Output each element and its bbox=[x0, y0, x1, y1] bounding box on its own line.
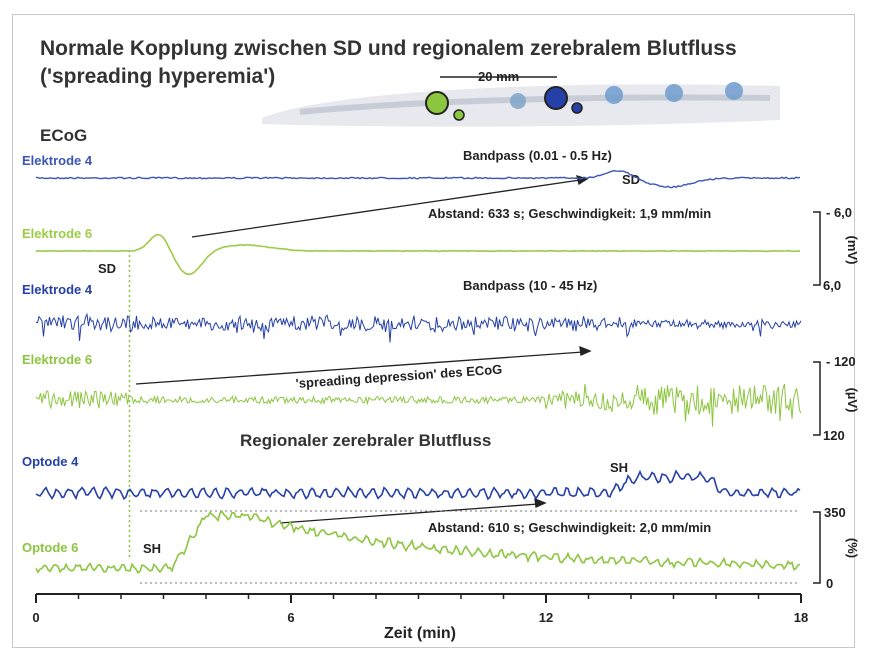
chart-subtitle: ('spreading hyperemia') bbox=[40, 65, 275, 88]
electrode-4-marker bbox=[544, 86, 568, 110]
x-tick-label: 18 bbox=[794, 610, 808, 625]
figure-frame bbox=[12, 14, 855, 648]
trace-label: Elektrode 6 bbox=[22, 352, 92, 367]
scale-bars bbox=[813, 211, 821, 584]
unit-label: (µV) bbox=[845, 388, 860, 413]
propagation-arrow bbox=[279, 503, 539, 524]
scale-bottom-label: 6,0 bbox=[823, 278, 841, 293]
filter-label: Bandpass (0.01 - 0.5 Hz) bbox=[463, 148, 612, 163]
arrowhead bbox=[534, 497, 547, 508]
annotation-text: Abstand: 610 s; Geschwindigkeit: 2,0 mm/… bbox=[428, 520, 711, 535]
trace-label: Optode 4 bbox=[22, 454, 79, 469]
scale-top-label: - 6,0 bbox=[826, 205, 852, 220]
filter-label: Bandpass (10 - 45 Hz) bbox=[463, 278, 597, 293]
ecog-header: ECoG bbox=[40, 126, 87, 145]
electrode-6-marker bbox=[425, 91, 449, 115]
scale-top-label: 350 bbox=[824, 505, 846, 520]
arrowhead bbox=[579, 345, 592, 356]
contact-icon bbox=[665, 84, 683, 102]
x-tick-label: 0 bbox=[32, 610, 39, 625]
trace-electrode-6-slow bbox=[35, 233, 801, 276]
trace-electrode-6-fast bbox=[35, 383, 802, 427]
annotation-text: Abstand: 633 s; Geschwindigkeit: 1,9 mm/… bbox=[428, 206, 711, 221]
event-label: SD bbox=[622, 172, 640, 187]
trace-label: Elektrode 4 bbox=[22, 282, 93, 297]
annotation-text: 'spreading depression' des ECoG bbox=[295, 362, 503, 391]
x-axis: 0 6 12 18 bbox=[32, 593, 808, 625]
scale-top-label: - 120 bbox=[826, 354, 856, 369]
section-title: Regionaler zerebraler Blutfluss bbox=[240, 431, 491, 450]
event-label: SH bbox=[610, 460, 628, 475]
trace-optode-6 bbox=[35, 510, 801, 574]
contact-icon bbox=[605, 86, 623, 104]
cortex-electrode-strip: 20 mm bbox=[262, 69, 780, 127]
unit-label: (%) bbox=[845, 538, 860, 558]
chart-title: Normale Kopplung zwischen SD und regiona… bbox=[40, 37, 737, 60]
x-axis-label: Zeit (min) bbox=[384, 625, 456, 642]
trace-label: Elektrode 4 bbox=[22, 153, 93, 168]
event-label: SH bbox=[143, 541, 161, 556]
scale-bar-label: 20 mm bbox=[478, 69, 519, 84]
x-tick-label: 6 bbox=[287, 610, 294, 625]
scale-bottom-label: 0 bbox=[826, 576, 833, 591]
propagation-arrow bbox=[191, 179, 581, 238]
optode-6-marker bbox=[453, 109, 465, 121]
propagation-arrows bbox=[135, 175, 592, 524]
propagation-arrow bbox=[135, 351, 584, 385]
trace-label: Elektrode 6 bbox=[22, 226, 92, 241]
scale-bottom-label: 120 bbox=[823, 428, 845, 443]
contact-icon bbox=[725, 82, 743, 100]
trace-electrode-4-slow bbox=[35, 169, 801, 189]
contact-icon bbox=[510, 93, 526, 109]
trace-optode-4 bbox=[35, 469, 801, 501]
trace-electrode-4-fast bbox=[35, 312, 802, 343]
trace-label: Optode 6 bbox=[22, 540, 78, 555]
optode-4-marker bbox=[571, 102, 583, 114]
x-tick-label: 12 bbox=[539, 610, 553, 625]
unit-label: (mV) bbox=[845, 236, 860, 265]
sd-marker-label: SD bbox=[98, 261, 116, 276]
